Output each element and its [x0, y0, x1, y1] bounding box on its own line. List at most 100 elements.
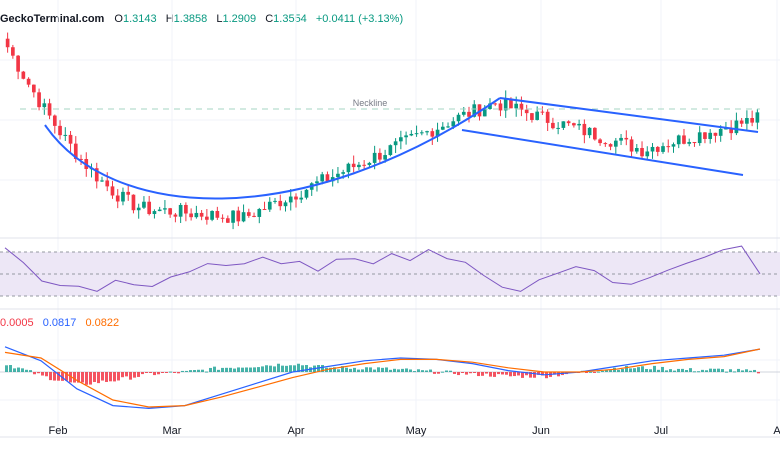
candle-up	[645, 151, 650, 157]
rsi-pane[interactable]	[0, 245, 780, 297]
pattern-drawings[interactable]: Neckline	[20, 97, 760, 200]
macd-hist-bar-up	[17, 367, 20, 372]
macd-hist-bar-up	[753, 369, 756, 372]
candle-down	[598, 139, 602, 144]
macd-hist-bar-up	[421, 370, 424, 372]
candle-up	[671, 144, 676, 147]
candle-down	[729, 128, 733, 134]
macd-hist-bar-up	[645, 368, 648, 372]
macd-hist-bar-up	[697, 371, 700, 373]
x-tick-label: Feb	[49, 425, 68, 437]
macd-hist-bar-down	[137, 372, 140, 377]
candle-down	[79, 158, 83, 160]
macd-hist-bar-up	[273, 366, 276, 372]
macd-hist-bar-up	[729, 369, 732, 372]
macd-hist-bar-down	[85, 372, 88, 385]
macd-hist-bar-down	[537, 372, 540, 375]
macd-hist-bar-down	[105, 372, 108, 382]
macd-hist-bar-up	[693, 371, 696, 373]
macd-hist-bar-up	[733, 371, 736, 373]
macd-signal-value: 0.0822	[85, 317, 120, 329]
macd-hist-bar-down	[117, 372, 120, 381]
macd-hist-bar-down	[165, 372, 168, 373]
candle-down	[52, 115, 57, 126]
candle-up	[63, 134, 68, 136]
macd-hist-bar-up	[597, 371, 600, 373]
macd-hist-bar-up	[653, 365, 656, 372]
macd-hist-bar-down	[465, 372, 468, 375]
candle-down	[530, 113, 534, 120]
candle-up	[152, 211, 157, 215]
macd-hist-bar-up	[701, 369, 704, 372]
macd-hist-bar-down	[433, 372, 436, 374]
macd-hist-bar-up	[381, 367, 384, 372]
candle-down	[58, 125, 62, 136]
candle-up	[372, 152, 377, 163]
macd-hist-bar-down	[41, 372, 44, 376]
candle-up	[482, 108, 487, 117]
macd-hist-bar-up	[377, 367, 380, 372]
channel-lower-line	[461, 129, 744, 176]
macd-hist-bar-down	[65, 372, 68, 381]
ohlc-legend: GeckoTerminal.com O1.3143 H1.3858 L1.290…	[0, 13, 403, 25]
macd-hist-bar-up	[741, 370, 744, 372]
macd-hist-bar-up	[401, 368, 404, 372]
close-value: 1.3554	[273, 13, 307, 25]
candle-up	[613, 140, 618, 147]
macd-hist-bar-down	[53, 372, 56, 381]
candle-up	[136, 207, 141, 211]
candle-up	[367, 162, 372, 165]
grid-layer	[0, 0, 780, 438]
rsi-line	[4, 245, 761, 292]
macd-hist-bar-up	[673, 370, 676, 372]
macd-hist-bar-up	[321, 365, 324, 372]
candle-down	[692, 141, 697, 144]
macd-hist-bar-down	[481, 372, 484, 376]
candle-down	[220, 217, 225, 219]
macd-hist-bar-up	[201, 369, 204, 372]
candle-down	[131, 194, 136, 211]
macd-pane[interactable]	[0, 346, 780, 410]
candle-up	[503, 98, 508, 111]
candle-up	[514, 103, 519, 109]
macd-hist-bar-up	[657, 369, 660, 372]
open-label: O	[114, 13, 123, 25]
candle-down	[378, 152, 382, 160]
macd-hist-bar-down	[477, 372, 480, 377]
macd-hist-bar-up	[373, 369, 376, 372]
macd-hist-bar-up	[625, 365, 628, 372]
macd-hist-bar-up	[329, 367, 332, 372]
macd-hist-bar-down	[153, 372, 156, 376]
macd-hist-bar-up	[621, 368, 624, 372]
macd-hist-bar-up	[181, 370, 184, 372]
macd-hist-bar-up	[13, 368, 16, 372]
candle-up	[142, 201, 146, 208]
candle-up	[346, 163, 351, 173]
candle-down	[278, 200, 283, 207]
candle-down	[68, 134, 73, 144]
macd-hist-bar-down	[33, 372, 36, 375]
candle-down	[624, 137, 629, 140]
macd-hist-bar-up	[353, 367, 356, 372]
macd-hist-bar-up	[389, 369, 392, 372]
macd-hist-bar-up	[9, 365, 12, 372]
macd-hist-bar-down	[177, 372, 180, 374]
candle-down	[32, 84, 36, 93]
macd-hist-bar-up	[193, 369, 196, 372]
candle-down	[351, 163, 356, 168]
macd-hist-bar-down	[161, 372, 164, 373]
candle-up	[755, 112, 760, 123]
price-pane[interactable]	[5, 32, 760, 230]
macd-hist-bar-down	[141, 372, 144, 375]
macd-hist-bar-down	[113, 372, 116, 382]
close-label: C	[265, 13, 274, 25]
candle-down	[26, 78, 31, 85]
macd-hist-bar-up	[205, 371, 208, 373]
candle-up	[687, 141, 692, 144]
macd-hist-bar-up	[185, 370, 188, 372]
candle-up	[267, 201, 272, 210]
candle-up	[634, 147, 639, 152]
candle-down	[629, 139, 634, 152]
candle-up	[414, 133, 419, 135]
